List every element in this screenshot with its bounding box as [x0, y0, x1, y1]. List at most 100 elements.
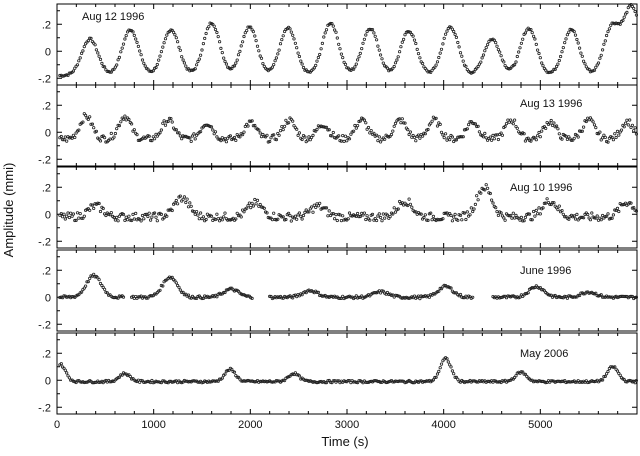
data-point [119, 120, 123, 124]
data-point [335, 36, 339, 40]
data-point [295, 217, 299, 221]
data-point [518, 46, 522, 50]
data-point [239, 379, 243, 383]
data-point [587, 67, 591, 72]
data-point [581, 292, 586, 296]
data-point [89, 203, 93, 207]
data-point [600, 378, 605, 382]
data-point [215, 295, 219, 299]
data-point [268, 294, 272, 298]
data-point [537, 130, 541, 135]
data-point [529, 139, 533, 143]
data-point [342, 139, 346, 143]
data-point [330, 134, 334, 138]
data-point [245, 28, 249, 33]
data-point [84, 113, 88, 117]
data-point [308, 138, 312, 142]
data-point [472, 207, 476, 211]
data-point [303, 210, 307, 214]
data-point [274, 56, 278, 60]
data-point [59, 212, 63, 216]
data-point [408, 130, 412, 134]
data-point [135, 40, 139, 45]
data-point [173, 201, 177, 205]
data-point [535, 48, 540, 52]
data-point [489, 138, 494, 142]
data-point [594, 291, 598, 295]
data-point [538, 285, 542, 290]
data-point [65, 214, 69, 218]
data-point [434, 63, 438, 67]
data-point [453, 291, 457, 295]
data-point [338, 47, 342, 51]
data-point [461, 295, 465, 300]
data-point [580, 129, 584, 133]
data-point [615, 129, 620, 133]
data-point [182, 61, 186, 65]
data-point [339, 52, 343, 56]
data-point [184, 64, 188, 68]
data-point [323, 125, 327, 129]
data-point [494, 133, 498, 137]
data-point [337, 42, 341, 46]
data-point [549, 118, 553, 123]
data-point [216, 379, 220, 383]
data-point [374, 133, 379, 137]
data-point [223, 137, 227, 141]
data-point [389, 132, 394, 137]
data-point [378, 380, 383, 384]
data-point [476, 64, 480, 69]
data-point [560, 209, 564, 213]
data-point [583, 62, 587, 66]
data-point [331, 24, 335, 28]
data-point [196, 59, 200, 64]
data-point [349, 295, 353, 299]
data-point [186, 293, 191, 297]
data-point [406, 128, 410, 132]
data-point [234, 61, 238, 65]
data-point [292, 124, 296, 128]
data-point [507, 214, 511, 218]
data-point [569, 380, 574, 384]
data-point [319, 47, 323, 51]
data-point [458, 51, 463, 55]
data-point [586, 212, 590, 217]
data-point [109, 70, 113, 74]
data-point [90, 203, 95, 207]
data-point [462, 211, 467, 215]
data-point [345, 139, 349, 143]
y-tick-label: .2 [42, 265, 51, 277]
data-point [192, 132, 196, 136]
data-point [437, 55, 441, 60]
data-point [496, 213, 500, 217]
data-point [533, 214, 537, 218]
data-point [174, 36, 178, 40]
data-point [209, 214, 214, 218]
data-point [438, 218, 442, 222]
data-point [218, 377, 222, 381]
data-point [255, 198, 260, 202]
data-point [629, 201, 633, 205]
data-point [112, 135, 116, 139]
data-point [594, 126, 598, 130]
data-point [309, 205, 314, 209]
data-point [484, 183, 488, 187]
data-point [272, 380, 276, 384]
data-point [190, 134, 195, 138]
data-point [604, 214, 609, 218]
data-point [88, 208, 92, 212]
data-point [230, 367, 234, 371]
data-point [331, 130, 335, 135]
data-point [250, 201, 254, 205]
data-point [396, 294, 400, 298]
data-point [503, 218, 507, 222]
data-point [165, 120, 169, 124]
data-point [412, 135, 417, 139]
data-point [222, 56, 226, 60]
data-point [600, 48, 605, 52]
data-point [573, 295, 578, 299]
data-point [472, 70, 476, 74]
data-point [341, 214, 345, 218]
data-point [123, 37, 127, 41]
